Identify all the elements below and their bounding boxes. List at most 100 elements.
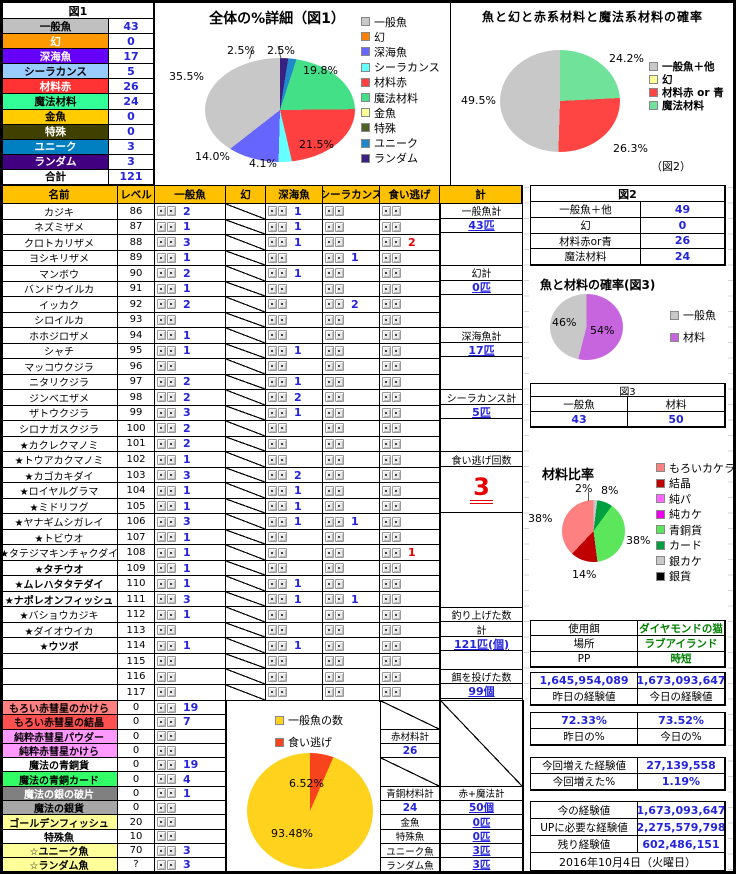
pp-value[interactable]: 時短 [638, 651, 725, 667]
place-label[interactable]: 場所 [531, 636, 638, 652]
spin-marker-icon[interactable] [382, 252, 401, 263]
total-label-cell[interactable]: 合計 [3, 169, 109, 186]
escape-cell[interactable] [380, 436, 440, 453]
crossed-cell[interactable] [226, 390, 266, 406]
level-cell[interactable]: 86 [118, 204, 155, 220]
fish-name-cell[interactable]: カジキ [1, 204, 118, 220]
deep-fish-cell[interactable] [266, 312, 323, 329]
spin-marker-icon[interactable] [268, 345, 287, 356]
material-level-cell[interactable]: 0 [118, 786, 155, 802]
spin-marker-icon[interactable] [325, 314, 344, 325]
normal-fish-cell[interactable]: 1 [155, 343, 226, 360]
spin-marker-icon[interactable] [268, 299, 287, 310]
coelacanth-cell[interactable] [323, 669, 380, 685]
crossed-cell[interactable] [226, 622, 266, 639]
escape-cell[interactable] [380, 390, 440, 406]
normal-fish-cell[interactable]: 3 [155, 514, 226, 530]
normal-fish-cell[interactable] [155, 622, 226, 639]
crossed-cell[interactable] [226, 545, 266, 561]
crossed-cell[interactable] [226, 312, 266, 329]
spin-marker-icon[interactable] [382, 563, 401, 574]
crossed-cell[interactable] [226, 591, 266, 608]
spin-marker-icon[interactable] [268, 454, 287, 465]
escape-cell[interactable] [380, 591, 440, 608]
spin-marker-icon[interactable] [382, 671, 401, 682]
today-exp-value[interactable]: 1,673,093,647 [638, 673, 725, 689]
goldfish-count[interactable]: 0匹 [441, 815, 523, 830]
spin-marker-icon[interactable] [268, 237, 287, 248]
level-cell[interactable]: 94 [118, 328, 155, 344]
spin-marker-icon[interactable] [268, 485, 287, 496]
yesterday-pct-label[interactable]: 昨日の% [531, 729, 638, 745]
normal-fish-cell[interactable]: 2 [155, 297, 226, 313]
deep-fish-cell[interactable] [266, 359, 323, 375]
spin-marker-icon[interactable] [268, 594, 287, 605]
spin-marker-icon[interactable] [382, 501, 401, 512]
spin-marker-icon[interactable] [268, 268, 287, 279]
fish-name-cell[interactable]: ★カゴカキダイ [1, 467, 118, 484]
coelacanth-cell[interactable] [323, 607, 380, 623]
spin-marker-icon[interactable] [268, 330, 287, 341]
spin-marker-icon[interactable] [325, 392, 344, 403]
coelacanth-cell[interactable]: 1 [323, 250, 380, 267]
material-name-cell[interactable]: 魔法の銀の破片 [1, 786, 118, 802]
spin-marker-icon[interactable] [382, 376, 401, 387]
spin-marker-icon[interactable] [382, 423, 401, 434]
spin-marker-icon[interactable] [157, 516, 176, 527]
category-count-cell[interactable]: 0 [109, 124, 154, 140]
category-count-cell[interactable]: 0 [109, 34, 154, 50]
spin-marker-icon[interactable] [268, 532, 287, 543]
fish-name-cell[interactable]: ★ナポレオンフィッシュ [1, 591, 118, 608]
fish-name-cell[interactable]: ★ムレハタタテダイ [1, 576, 118, 592]
escape-cell[interactable] [380, 250, 440, 267]
escape-cell[interactable] [380, 343, 440, 360]
spin-marker-icon[interactable] [325, 532, 344, 543]
category-count-cell[interactable]: 26 [109, 79, 154, 95]
material-name-cell[interactable]: 純粋赤彗星パウダー [1, 729, 118, 744]
deep-fish-cell[interactable] [266, 529, 323, 546]
material-count-cell[interactable]: 19 [155, 758, 226, 773]
spin-marker-icon[interactable] [382, 594, 401, 605]
spin-marker-icon[interactable] [382, 532, 401, 543]
material-count-cell[interactable]: 19 [155, 701, 226, 716]
spin-marker-icon[interactable] [157, 206, 176, 217]
level-cell[interactable]: 90 [118, 266, 155, 282]
escape-cell[interactable] [380, 219, 440, 236]
summary-cell[interactable]: 釣り上げた数 [441, 606, 522, 623]
spin-marker-icon[interactable] [325, 206, 344, 217]
fish-name-cell[interactable]: ★ロイヤルグラマ [1, 483, 118, 499]
normal-fish-cell[interactable]: 1 [155, 219, 226, 236]
normal-fish-cell[interactable]: 1 [155, 483, 226, 499]
crossed-cell[interactable] [226, 266, 266, 282]
spin-marker-icon[interactable] [157, 268, 176, 279]
material-count-cell[interactable]: 4 [155, 772, 226, 787]
escape-cell[interactable] [380, 576, 440, 592]
spin-marker-icon[interactable] [325, 438, 344, 449]
escape-cell[interactable] [380, 421, 440, 437]
coelacanth-cell[interactable] [323, 560, 380, 577]
fish-name-cell[interactable]: ★タチウオ [1, 560, 118, 577]
escape-cell[interactable] [380, 653, 440, 670]
escape-cell[interactable] [380, 467, 440, 484]
category-label-cell[interactable]: 金魚 [3, 109, 109, 125]
deep-fish-cell[interactable] [266, 421, 323, 437]
escape-cell[interactable] [380, 374, 440, 391]
fish-count[interactable]: 43 [531, 412, 628, 427]
fish-name-cell[interactable]: シロナガスクジラ [1, 421, 118, 437]
spin-marker-icon[interactable] [268, 407, 287, 418]
spin-marker-icon[interactable] [268, 640, 287, 651]
deep-fish-cell[interactable]: 1 [266, 343, 323, 360]
escape-cell[interactable] [380, 638, 440, 654]
spin-marker-icon[interactable] [325, 345, 344, 356]
material-level-cell[interactable]: 0 [118, 758, 155, 773]
escape-cell[interactable] [380, 281, 440, 298]
spin-marker-icon[interactable] [157, 345, 176, 356]
spin-marker-icon[interactable] [382, 237, 401, 248]
normal-fish-cell[interactable]: 2 [155, 374, 226, 391]
spin-marker-icon[interactable] [157, 671, 176, 682]
normal-fish-cell[interactable]: 1 [155, 638, 226, 654]
spin-marker-icon[interactable] [382, 547, 401, 558]
deep-fish-cell[interactable] [266, 328, 323, 344]
row-label[interactable]: 材料赤or青 [531, 233, 641, 250]
coelacanth-cell[interactable] [323, 235, 380, 251]
